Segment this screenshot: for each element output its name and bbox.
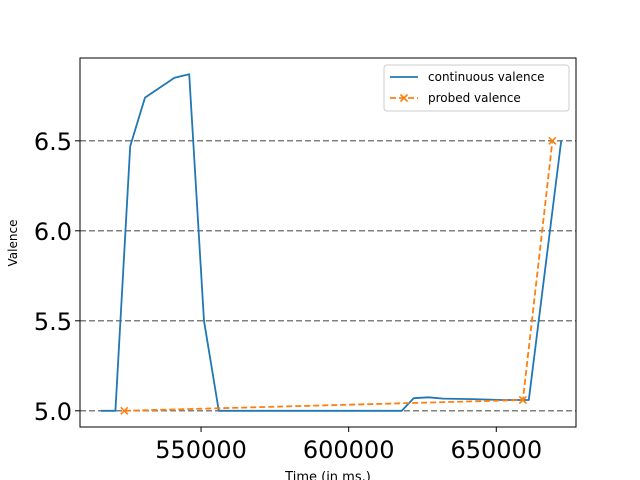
plot-frame <box>79 57 577 428</box>
x-tick-label: 600000 <box>303 436 395 464</box>
series-layer <box>100 73 563 415</box>
x-axis-label: Time (in ms.) <box>284 470 371 480</box>
tick-layer: 5.0 5.5 6.0 6.5 550000 600000 650000 <box>34 128 542 464</box>
probe-point-marker <box>120 406 129 415</box>
series-line-probed-valence <box>124 140 554 412</box>
legend-box <box>383 64 570 112</box>
legend: continuous valence probed valence <box>383 64 570 112</box>
series-line-continuous-valence <box>100 73 563 412</box>
y-tick-label: 5.0 <box>34 398 72 426</box>
x-tick-label: 650000 <box>450 436 542 464</box>
x-tick-label: 550000 <box>155 436 247 464</box>
grid-layer <box>80 140 576 412</box>
legend-label: probed valence <box>428 91 521 105</box>
probe-point-marker <box>548 136 557 145</box>
y-tick-label: 6.0 <box>34 218 72 246</box>
probe-point-marker <box>518 395 527 405</box>
y-tick-label: 6.5 <box>34 128 72 156</box>
y-axis-label: Valence <box>6 220 20 267</box>
y-tick-label: 5.5 <box>34 308 72 336</box>
legend-label: continuous valence <box>428 70 545 84</box>
